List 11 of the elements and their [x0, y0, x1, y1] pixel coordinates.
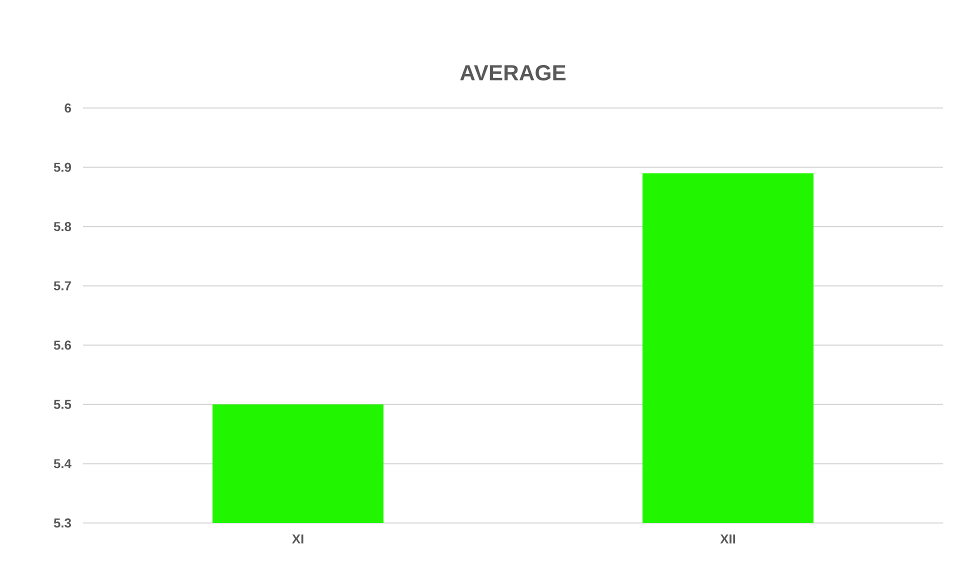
y-tick-label: 5.8	[54, 222, 72, 232]
y-tick-label: 5.5	[54, 400, 72, 409]
y-tick-label: 5.4	[54, 459, 72, 468]
chart-title: AVERAGE	[460, 64, 566, 81]
x-tick-label: XI	[292, 534, 304, 544]
y-tick-label: 6	[64, 103, 72, 113]
y-tick-label: 5.9	[54, 162, 71, 172]
y-tick-label: 5.3	[54, 518, 72, 528]
y-tick-label: 5.7	[54, 281, 71, 290]
x-tick-label: XII	[720, 534, 736, 544]
y-tick-label: 5.6	[54, 340, 72, 350]
